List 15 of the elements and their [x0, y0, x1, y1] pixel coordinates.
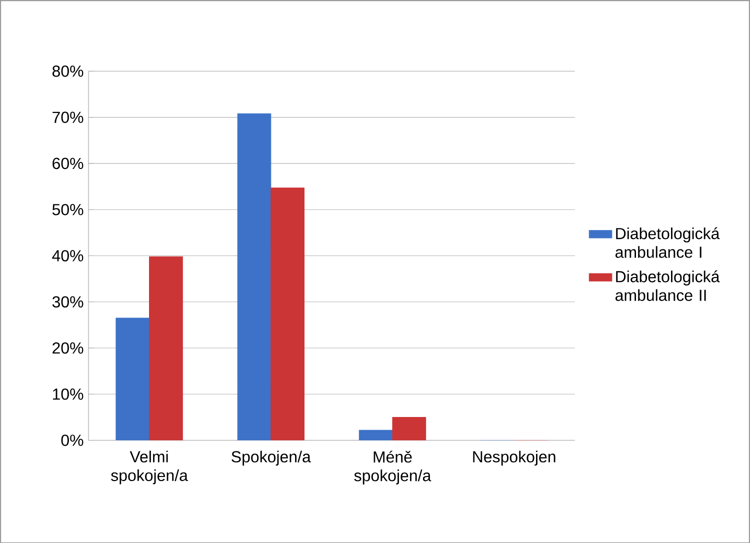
y-tick-label: 60%	[52, 158, 84, 169]
y-tick-label: 10%	[52, 388, 84, 400]
y-tick-label: 50%	[52, 204, 84, 216]
y-tick-label: 40%	[52, 250, 84, 262]
y-tick-label: 30%	[52, 296, 84, 308]
x-tick-label: Spokojen/a	[232, 450, 311, 466]
legend-label: Diabetologická ambulance I	[616, 227, 720, 258]
x-tick-label: Velmi spokojen/a	[111, 450, 188, 484]
x-tick-label: Nespokojen	[473, 450, 556, 466]
y-tick-label: 0%	[61, 434, 84, 446]
legend-label: Diabetologická ambulance II	[616, 270, 720, 301]
y-tick-label: 70%	[52, 111, 84, 123]
y-tick-label: 20%	[52, 342, 84, 354]
x-tick-label: Méně spokojen/a	[354, 450, 432, 484]
y-tick-label: 80%	[52, 65, 84, 77]
